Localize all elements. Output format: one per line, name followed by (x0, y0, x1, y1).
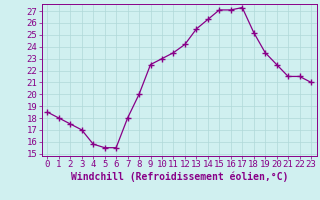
X-axis label: Windchill (Refroidissement éolien,°C): Windchill (Refroidissement éolien,°C) (70, 172, 288, 182)
